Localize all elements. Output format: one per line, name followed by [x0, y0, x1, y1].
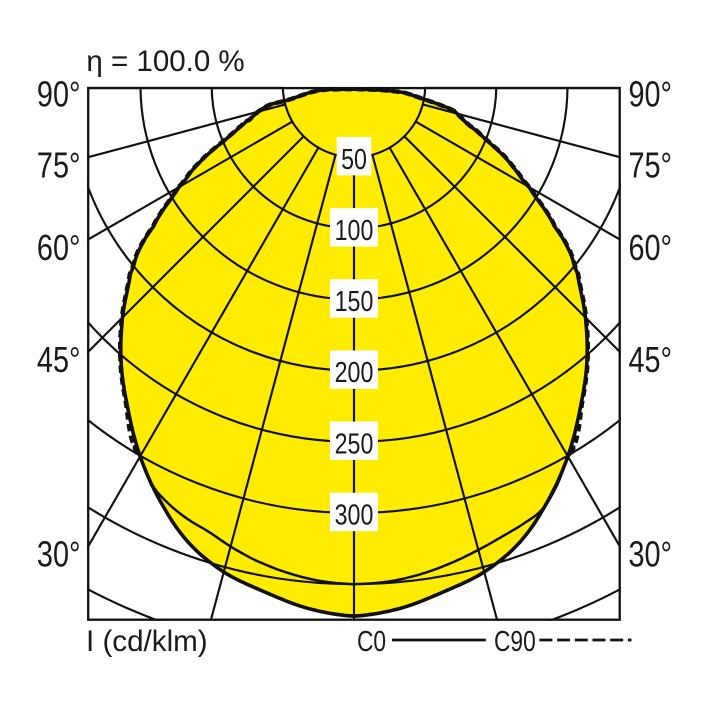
svg-text:300: 300: [335, 498, 374, 531]
svg-text:75°: 75°: [37, 144, 81, 185]
svg-text:100: 100: [335, 213, 374, 246]
svg-text:90°: 90°: [37, 73, 81, 114]
svg-text:30°: 30°: [37, 533, 81, 574]
svg-text:45°: 45°: [629, 339, 673, 380]
svg-text:30°: 30°: [629, 533, 673, 574]
svg-text:I (cd/klm): I (cd/klm): [86, 625, 208, 658]
svg-text:45°: 45°: [37, 339, 81, 380]
svg-text:90°: 90°: [629, 73, 673, 114]
svg-text:C0: C0: [357, 626, 386, 657]
svg-text:60°: 60°: [37, 227, 81, 268]
svg-text:η = 100.0 %: η = 100.0 %: [86, 45, 244, 78]
svg-text:C90: C90: [494, 626, 536, 657]
svg-text:200: 200: [335, 356, 374, 389]
svg-text:75°: 75°: [629, 144, 673, 185]
svg-text:60°: 60°: [629, 227, 673, 268]
svg-text:250: 250: [335, 427, 374, 460]
svg-text:50: 50: [341, 142, 367, 175]
svg-text:150: 150: [335, 285, 374, 318]
